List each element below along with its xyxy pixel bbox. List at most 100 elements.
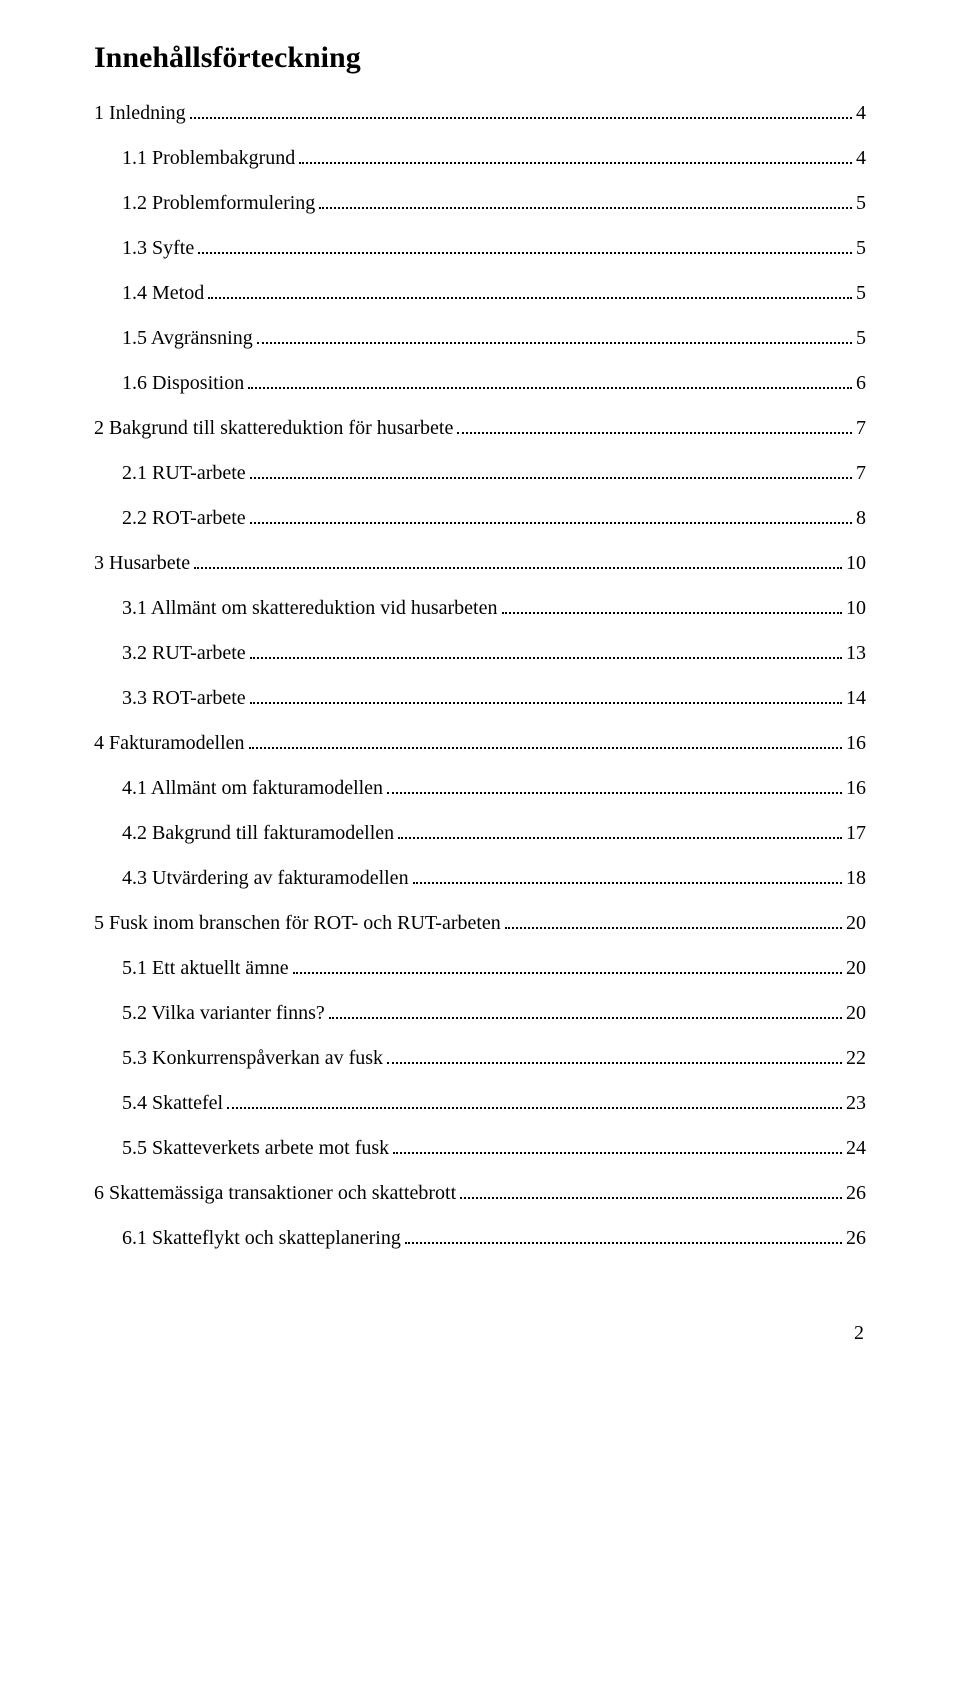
toc-entry-page: 5 [856, 235, 866, 262]
toc-leader-dots [502, 597, 843, 614]
toc-leader-dots [198, 237, 852, 254]
toc-entry-label: 1.2 Problemformulering [122, 190, 315, 217]
toc-entry-page: 14 [846, 685, 866, 712]
toc-entry-page: 6 [856, 370, 866, 397]
toc-entry: 6 Skattemässiga transaktioner och skatte… [94, 1180, 866, 1207]
toc-leader-dots [249, 732, 842, 749]
toc-entry-page: 26 [846, 1225, 866, 1252]
toc-entry: 2 Bakgrund till skattereduktion för husa… [94, 415, 866, 442]
toc-entry: 3.2 RUT-arbete 13 [94, 640, 866, 667]
toc-entry-label: 4.2 Bakgrund till fakturamodellen [122, 820, 394, 847]
toc-entry-page: 13 [846, 640, 866, 667]
toc-leader-dots [248, 372, 852, 389]
toc-entry: 1.6 Disposition 6 [94, 370, 866, 397]
toc-leader-dots [413, 867, 842, 884]
toc-entry-page: 10 [846, 550, 866, 577]
toc-entry-label: 5 Fusk inom branschen för ROT- och RUT-a… [94, 910, 501, 937]
toc-entry-label: 1.5 Avgränsning [122, 325, 253, 352]
toc-entry: 1.1 Problembakgrund4 [94, 145, 866, 172]
toc-leader-dots [227, 1092, 842, 1109]
toc-leader-dots [194, 552, 842, 569]
toc-leader-dots [250, 642, 842, 659]
toc-entry-label: 3.2 RUT-arbete [122, 640, 246, 667]
toc-leader-dots [250, 687, 842, 704]
toc-entry-page: 5 [856, 325, 866, 352]
toc-entry-label: 1 Inledning [94, 100, 186, 127]
page-number: 2 [94, 1322, 866, 1345]
toc-entry: 3 Husarbete10 [94, 550, 866, 577]
toc-leader-dots [405, 1227, 842, 1244]
toc-entry: 3.1 Allmänt om skattereduktion vid husar… [94, 595, 866, 622]
toc-entry: 5.3 Konkurrenspåverkan av fusk 22 [94, 1045, 866, 1072]
toc-leader-dots [250, 507, 852, 524]
toc-entry-label: 2.1 RUT-arbete [122, 460, 246, 487]
toc-entry-label: 6 Skattemässiga transaktioner och skatte… [94, 1180, 456, 1207]
toc-leader-dots [257, 327, 852, 344]
toc-entry: 1.5 Avgränsning 5 [94, 325, 866, 352]
toc-entry-page: 20 [846, 1000, 866, 1027]
toc-entry-page: 16 [846, 775, 866, 802]
toc-entry: 1.4 Metod 5 [94, 280, 866, 307]
toc-leader-dots [329, 1002, 842, 1019]
toc-entry: 4.1 Allmänt om fakturamodellen16 [94, 775, 866, 802]
toc-leader-dots [505, 912, 842, 929]
toc-entry-label: 6.1 Skatteflykt och skatteplanering [122, 1225, 401, 1252]
toc-entry: 5 Fusk inom branschen för ROT- och RUT-a… [94, 910, 866, 937]
toc-entry-page: 22 [846, 1045, 866, 1072]
toc-leader-dots [460, 1182, 842, 1199]
toc-entry: 6.1 Skatteflykt och skatteplanering 26 [94, 1225, 866, 1252]
toc-entry-label: 2.2 ROT-arbete [122, 505, 246, 532]
toc-entry-label: 5.4 Skattefel [122, 1090, 223, 1117]
toc-leader-dots [299, 147, 852, 164]
toc-leader-dots [393, 1137, 842, 1154]
toc-entry-page: 24 [846, 1135, 866, 1162]
toc-leader-dots [208, 282, 852, 299]
toc-entry-page: 8 [856, 505, 866, 532]
toc-entry-page: 17 [846, 820, 866, 847]
toc-entry-label: 5.3 Konkurrenspåverkan av fusk [122, 1045, 383, 1072]
toc-entry-label: 3.3 ROT-arbete [122, 685, 246, 712]
toc-entry-page: 20 [846, 955, 866, 982]
toc-entry-page: 5 [856, 280, 866, 307]
toc-leader-dots [319, 192, 852, 209]
toc-entry-label: 2 Bakgrund till skattereduktion för husa… [94, 415, 453, 442]
toc-entry: 3.3 ROT-arbete 14 [94, 685, 866, 712]
toc-entry-label: 4 Fakturamodellen [94, 730, 245, 757]
toc-entry: 4.3 Utvärdering av fakturamodellen 18 [94, 865, 866, 892]
toc-leader-dots [387, 1047, 842, 1064]
toc-leader-dots [250, 462, 852, 479]
toc-leader-dots [398, 822, 842, 839]
toc-entry: 2.1 RUT-arbete 7 [94, 460, 866, 487]
toc-entry-page: 4 [856, 100, 866, 127]
toc-entry-label: 1.3 Syfte [122, 235, 194, 262]
toc-entry: 1.2 Problemformulering 5 [94, 190, 866, 217]
toc-entry-page: 23 [846, 1090, 866, 1117]
toc-entry-page: 5 [856, 190, 866, 217]
toc-entry-label: 4.3 Utvärdering av fakturamodellen [122, 865, 409, 892]
toc-entry-page: 18 [846, 865, 866, 892]
toc-entry-label: 1.6 Disposition [122, 370, 244, 397]
toc-entry: 4.2 Bakgrund till fakturamodellen 17 [94, 820, 866, 847]
toc-leader-dots [457, 417, 852, 434]
toc-entry-page: 26 [846, 1180, 866, 1207]
toc-entry-label: 5.5 Skatteverkets arbete mot fusk [122, 1135, 389, 1162]
toc-entry: 5.4 Skattefel 23 [94, 1090, 866, 1117]
toc-entry: 2.2 ROT-arbete 8 [94, 505, 866, 532]
toc-entry-page: 7 [856, 415, 866, 442]
page-title: Innehållsförteckning [94, 40, 866, 76]
toc-leader-dots [190, 102, 852, 119]
toc-entry: 1.3 Syfte 5 [94, 235, 866, 262]
toc-entry: 1 Inledning 4 [94, 100, 866, 127]
toc-entry: 4 Fakturamodellen16 [94, 730, 866, 757]
toc-leader-dots [387, 777, 842, 794]
toc-entry-page: 20 [846, 910, 866, 937]
toc-entry-page: 7 [856, 460, 866, 487]
toc-entry-label: 3.1 Allmänt om skattereduktion vid husar… [122, 595, 498, 622]
toc-entry-label: 1.4 Metod [122, 280, 204, 307]
toc-entry: 5.2 Vilka varianter finns? 20 [94, 1000, 866, 1027]
toc-entry: 5.1 Ett aktuellt ämne 20 [94, 955, 866, 982]
toc-entry-page: 4 [856, 145, 866, 172]
toc-entry-label: 5.1 Ett aktuellt ämne [122, 955, 289, 982]
table-of-contents: 1 Inledning41.1 Problembakgrund41.2 Prob… [94, 100, 866, 1252]
toc-entry-label: 5.2 Vilka varianter finns? [122, 1000, 325, 1027]
